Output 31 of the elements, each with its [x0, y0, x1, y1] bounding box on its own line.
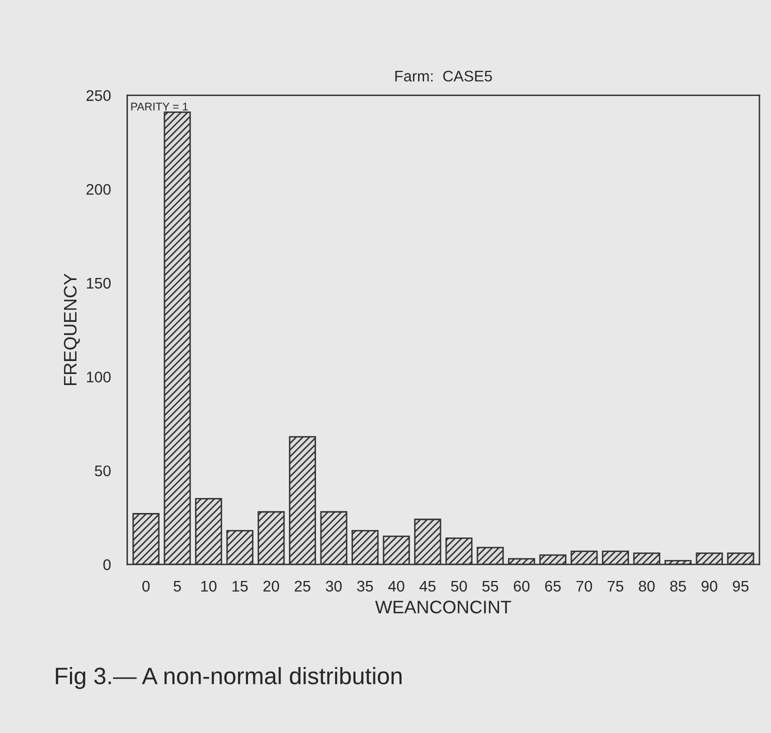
x-tick-label: 90	[702, 580, 718, 592]
y-tick-label: 100	[86, 372, 111, 382]
annotation: PARITY = 1	[131, 102, 188, 110]
x-axis-title: WEANCONCINT	[375, 600, 512, 614]
caption: Fig 3.— A non-normal distribution	[56, 667, 402, 690]
x-tick-label: 95	[732, 580, 749, 592]
x-tick-label: 15	[232, 580, 248, 592]
y-axis-title: FREQUENCY	[64, 274, 80, 386]
x-tick-label: 50	[451, 580, 467, 592]
x-tick-label: 35	[357, 580, 373, 592]
y-tick-label: 250	[86, 90, 111, 101]
x-tick-label: 60	[514, 580, 530, 592]
x-tick-label: 0	[142, 580, 150, 592]
x-tick-label: 20	[263, 580, 280, 592]
x-tick-label: 85	[670, 580, 686, 592]
chart-title: Farm: CASE5	[395, 70, 492, 82]
x-tick-label: 45	[420, 580, 436, 592]
x-tick-label: 40	[388, 580, 404, 592]
x-tick-label: 80	[638, 580, 655, 592]
x-tick-label: 75	[608, 580, 624, 592]
y-tick-label: 0	[103, 559, 111, 570]
x-tick-label: 65	[545, 580, 561, 592]
x-tick-label: 5	[174, 580, 181, 592]
x-tick-label: 10	[201, 580, 216, 592]
y-tick-label: 150	[86, 278, 111, 289]
x-tick-label: 25	[294, 580, 310, 592]
x-tick-label: 30	[326, 580, 342, 592]
x-tick-label: 70	[576, 580, 592, 592]
x-tick-label: 55	[482, 580, 498, 592]
y-tick-label: 200	[86, 184, 111, 195]
y-tick-label: 50	[94, 465, 111, 476]
